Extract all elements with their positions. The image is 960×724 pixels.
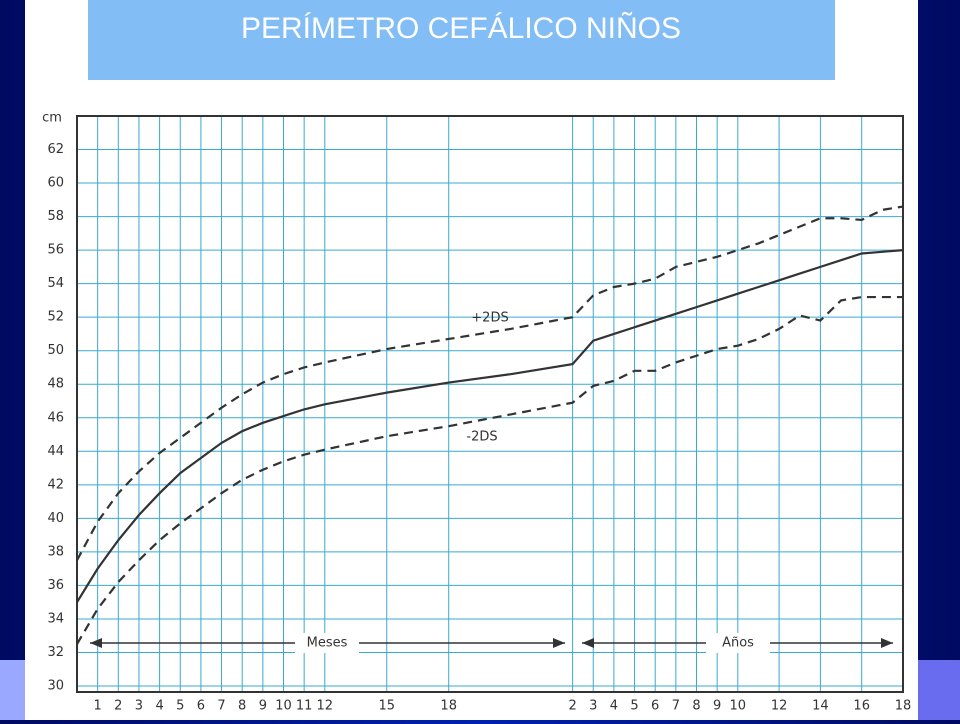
x-tick-label: 18 — [440, 699, 457, 714]
y-tick-label: 50 — [47, 343, 64, 358]
y-tick-label: 62 — [47, 142, 64, 157]
x-tick-label: 6 — [651, 699, 659, 714]
x-tick-label: 3 — [135, 699, 143, 714]
corner — [918, 660, 960, 720]
x-tick-label: 6 — [197, 699, 205, 714]
y-tick-label: 52 — [47, 310, 64, 325]
series-label: -2DS — [466, 430, 497, 445]
x-tick-label: 7 — [672, 699, 680, 714]
x-tick-label: 15 — [378, 699, 395, 714]
x-tick-label: 4 — [155, 699, 163, 714]
series-line — [76, 295, 903, 645]
period-label: Años — [722, 636, 754, 651]
y-tick-label: 42 — [47, 477, 64, 492]
x-tick-label: 1 — [94, 699, 102, 714]
series-label: +2DS — [471, 311, 508, 326]
arrow-head — [553, 638, 565, 648]
label-bg — [706, 633, 770, 653]
period-label: Meses — [307, 636, 348, 651]
x-tick-label: 12 — [771, 699, 788, 714]
y-tick-label: 38 — [47, 544, 64, 559]
label-bg — [295, 633, 359, 653]
y-tick-label: 44 — [47, 444, 64, 459]
arrow-head — [881, 638, 893, 648]
arrow-head — [582, 638, 594, 648]
y-tick-label: 56 — [47, 243, 64, 258]
x-tick-label: 18 — [895, 699, 912, 714]
series-line — [76, 205, 904, 561]
x-tick-label: 10 — [730, 699, 747, 714]
y-tick-label: 30 — [47, 679, 64, 694]
y-tick-label: 48 — [47, 377, 64, 392]
y-tick-label: 40 — [47, 511, 64, 526]
plot-frame — [76, 115, 904, 693]
title-box — [88, 0, 835, 80]
x-tick-label: 2 — [114, 699, 122, 714]
x-tick-label: 9 — [259, 699, 267, 714]
x-tick-label: 2 — [568, 699, 576, 714]
x-tick-label: 7 — [217, 699, 225, 714]
x-tick-label: 10 — [275, 699, 292, 714]
x-tick-label: 3 — [589, 699, 597, 714]
x-tick-label: 14 — [812, 699, 829, 714]
corner — [0, 660, 25, 720]
y-tick-label: 46 — [47, 410, 64, 425]
x-tick-label: 5 — [176, 699, 184, 714]
y-tick-label: 60 — [47, 176, 64, 191]
y-tick-label: 54 — [47, 276, 64, 291]
x-tick-label: 8 — [692, 699, 700, 714]
y-axis-label: cm — [42, 111, 62, 126]
x-tick-label: 4 — [610, 699, 618, 714]
x-tick-label: 16 — [853, 699, 870, 714]
x-tick-label: 9 — [713, 699, 721, 714]
x-tick-label: 8 — [238, 699, 246, 714]
x-tick-label: 11 — [296, 699, 313, 714]
arrow-head — [90, 638, 102, 648]
x-tick-label: 5 — [630, 699, 638, 714]
chart-title: PERÍMETRO CEFÁLICO NIÑOS — [241, 11, 681, 45]
x-tick-label: 12 — [317, 699, 334, 714]
y-tick-label: 36 — [47, 578, 64, 593]
y-tick-label: 32 — [47, 645, 64, 660]
y-tick-label: 58 — [47, 209, 64, 224]
y-tick-label: 34 — [47, 611, 64, 626]
series-line — [76, 249, 904, 603]
panel — [25, 0, 918, 720]
